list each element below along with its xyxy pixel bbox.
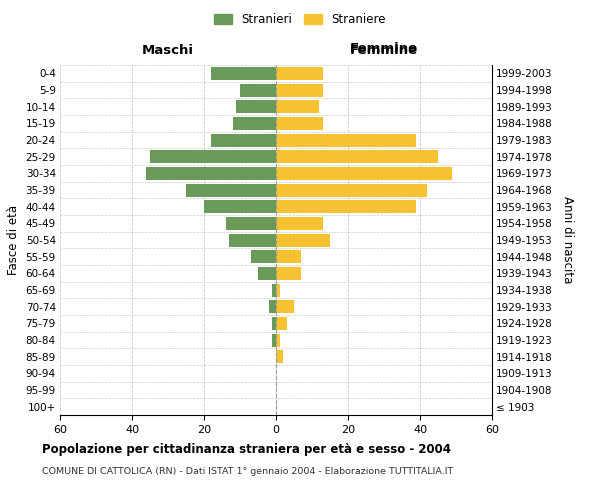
Bar <box>276 100 319 113</box>
Bar <box>233 117 276 130</box>
Text: Popolazione per cittadinanza straniera per età e sesso - 2004: Popolazione per cittadinanza straniera p… <box>42 442 451 456</box>
Bar <box>276 250 301 263</box>
Bar <box>276 350 283 363</box>
Bar <box>186 184 276 196</box>
Bar <box>276 267 301 280</box>
Bar <box>211 67 276 80</box>
Bar <box>276 217 323 230</box>
Bar <box>240 84 276 96</box>
Bar <box>276 234 330 246</box>
Bar <box>276 317 287 330</box>
Bar <box>276 150 438 163</box>
Bar <box>276 117 323 130</box>
Bar <box>276 300 294 313</box>
Y-axis label: Fasce di età: Fasce di età <box>7 205 20 275</box>
Bar <box>146 167 276 180</box>
Bar <box>204 200 276 213</box>
Text: COMUNE DI CATTOLICA (RN) - Dati ISTAT 1° gennaio 2004 - Elaborazione TUTTITALIA.: COMUNE DI CATTOLICA (RN) - Dati ISTAT 1°… <box>42 468 453 476</box>
Bar <box>276 167 452 180</box>
Bar <box>211 134 276 146</box>
Bar <box>258 267 276 280</box>
Bar <box>272 317 276 330</box>
Bar <box>251 250 276 263</box>
Bar <box>226 217 276 230</box>
Bar <box>269 300 276 313</box>
Y-axis label: Anni di nascita: Anni di nascita <box>561 196 574 284</box>
Bar <box>150 150 276 163</box>
Bar <box>276 200 416 213</box>
Text: Maschi: Maschi <box>142 44 194 58</box>
Bar <box>236 100 276 113</box>
Bar <box>276 184 427 196</box>
Legend: Stranieri, Straniere: Stranieri, Straniere <box>209 8 391 31</box>
Text: Femmine: Femmine <box>350 44 418 58</box>
Text: Femmine: Femmine <box>350 42 418 54</box>
Bar <box>276 284 280 296</box>
Bar <box>276 334 280 346</box>
Bar <box>272 284 276 296</box>
Bar <box>229 234 276 246</box>
Bar <box>276 134 416 146</box>
Bar <box>276 84 323 96</box>
Bar <box>272 334 276 346</box>
Bar <box>276 67 323 80</box>
